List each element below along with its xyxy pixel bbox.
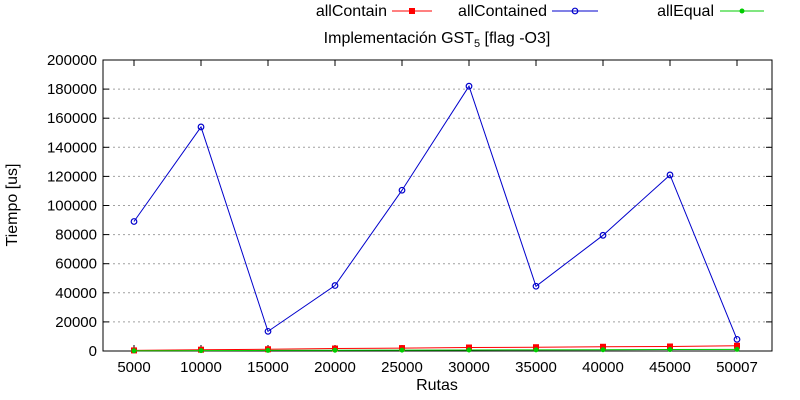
x-axis-label: Rutas (416, 377, 458, 394)
legend-item-allContained: allContained (458, 3, 598, 20)
data-point (532, 282, 540, 290)
chart-title-main: Implementación GST (324, 30, 475, 47)
y-tick-label: 180000 (47, 81, 97, 98)
x-tick-label: 30000 (448, 359, 490, 376)
data-point (734, 342, 740, 349)
series-allContain (131, 342, 740, 354)
y-tick-label: 100000 (47, 198, 97, 215)
data-point (465, 82, 473, 90)
legend-label: allContained (458, 3, 547, 20)
data-point (667, 343, 673, 350)
data-point (533, 347, 539, 353)
y-axis-label: Tiempo [us] (4, 164, 21, 247)
series-layer (130, 82, 741, 354)
legend-item-allContain: allContain (316, 3, 432, 20)
data-point (130, 218, 138, 225)
series-allEqual (131, 346, 740, 354)
data-point (734, 346, 740, 352)
x-tick-label: 40000 (582, 359, 624, 376)
data-point (131, 348, 137, 354)
data-point (409, 8, 415, 14)
legend-label: allContain (316, 3, 387, 20)
legend-item-allEqual: allEqual (657, 3, 764, 20)
y-tick-label: 40000 (55, 285, 97, 302)
data-point (739, 8, 745, 14)
grid (103, 88, 772, 323)
data-point (198, 348, 204, 354)
chart-title-subscript: 5 (474, 38, 480, 50)
series-allContained (130, 82, 741, 343)
x-tick-label: 5000 (117, 359, 150, 376)
legend: allContain allContained allEqual (316, 3, 764, 20)
data-point (666, 171, 674, 179)
data-point (599, 231, 607, 239)
chart-title-suffix: [flag -O3] (480, 30, 550, 47)
data-point (398, 186, 406, 194)
y-axis: 0 20000 40000 60000 80000 100000 120000 140000 1… (47, 52, 772, 360)
x-tick-label: 15000 (247, 359, 289, 376)
x-tick-label: 10000 (180, 359, 222, 376)
y-tick-label: 0 (89, 343, 97, 360)
y-tick-label: 160000 (47, 110, 97, 127)
data-point (332, 347, 338, 353)
chart-title: Implementación GST5 [flag -O3] (324, 30, 551, 50)
x-tick-label: 50007 (716, 359, 758, 376)
series-line (133, 345, 738, 351)
y-tick-label: 140000 (47, 139, 97, 156)
data-point (600, 343, 606, 350)
data-point (331, 282, 339, 289)
y-tick-label: 80000 (55, 227, 97, 244)
series-line (133, 85, 738, 340)
data-point (571, 7, 579, 15)
series-line (133, 348, 738, 352)
data-point (533, 344, 539, 351)
data-point (265, 347, 271, 353)
y-tick-label: 60000 (55, 256, 97, 273)
data-point (667, 347, 673, 353)
y-tick-label: 200000 (47, 52, 97, 69)
data-point (733, 335, 741, 343)
x-tick-label: 45000 (649, 359, 691, 376)
x-tick-label: 25000 (381, 359, 423, 376)
data-point (399, 347, 405, 353)
data-point (264, 327, 272, 335)
y-tick-label: 20000 (55, 314, 97, 331)
x-tick-label: 35000 (515, 359, 557, 376)
x-axis: 5000 10000 15000 20000 25000 30000 35000 40000 4… (117, 60, 758, 376)
y-tick-label: 120000 (47, 168, 97, 185)
data-point (466, 347, 472, 353)
x-tick-label: 20000 (314, 359, 356, 376)
data-point (600, 347, 606, 353)
legend-label: allEqual (657, 3, 714, 20)
data-point (197, 123, 205, 131)
